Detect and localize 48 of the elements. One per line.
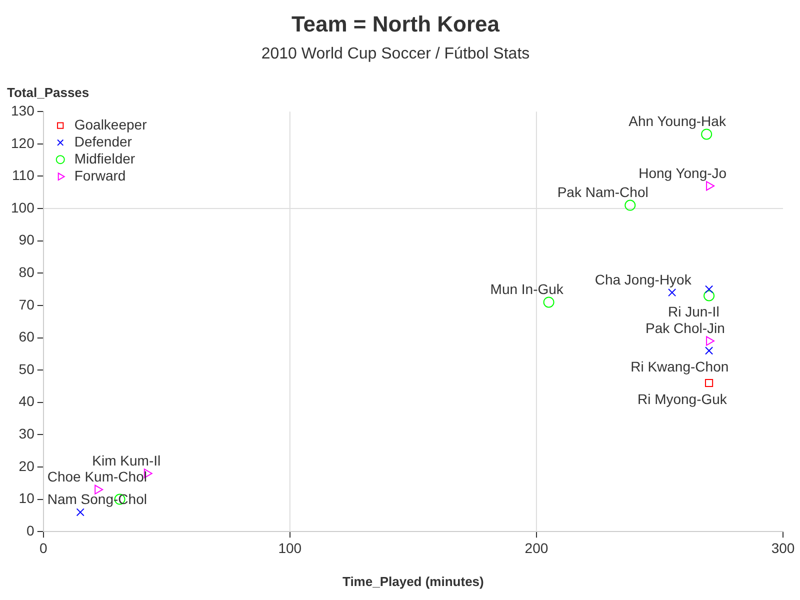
y-tick-label: 50 bbox=[18, 360, 35, 377]
point bbox=[706, 336, 715, 346]
y-tick-label: 10 bbox=[18, 490, 35, 506]
y-tick-label: 40 bbox=[18, 393, 35, 410]
legend-label: Goalkeeper bbox=[74, 116, 148, 132]
annotation: Ahn Young-Hak bbox=[628, 113, 727, 130]
x-tick-label: 0 bbox=[39, 540, 48, 556]
x-tick-label: 100 bbox=[278, 540, 302, 556]
point bbox=[668, 288, 676, 297]
y-tick-label: 70 bbox=[18, 296, 35, 312]
legend-label: Midfielder bbox=[74, 150, 136, 166]
y-tick-label: 100 bbox=[11, 199, 35, 216]
annotation: Ri Kwang-Chon bbox=[630, 358, 729, 375]
point bbox=[704, 290, 715, 302]
annotation: Ri Myong-Guk bbox=[637, 390, 728, 407]
y-tick-label: 0 bbox=[26, 522, 35, 538]
annotation: Pak Chol-Jin bbox=[646, 320, 725, 336]
y-tick-label: 30 bbox=[18, 426, 35, 442]
x-axis-title: Time_Played (minutes) bbox=[342, 574, 484, 589]
annotation: Mun In-Guk bbox=[490, 281, 564, 298]
annotation: Choe Kum-Chol bbox=[47, 468, 147, 484]
point bbox=[624, 200, 636, 211]
x-tick-label: 200 bbox=[524, 540, 548, 556]
annotation: Cha Jong-Hyok bbox=[594, 271, 692, 288]
point bbox=[543, 296, 554, 308]
point bbox=[705, 378, 714, 388]
x-tick-label: 300 bbox=[771, 540, 795, 556]
annotation: Pak Nam-Chol bbox=[557, 184, 648, 200]
point bbox=[76, 508, 84, 516]
annotation: Hong Yong-Jo bbox=[638, 164, 727, 181]
legend-label: Defender bbox=[74, 133, 132, 150]
point bbox=[705, 285, 714, 294]
y-tick-label: 130 bbox=[11, 102, 35, 118]
point bbox=[705, 346, 714, 355]
y-tick-label: 120 bbox=[11, 134, 35, 151]
y-tick-label: 90 bbox=[18, 232, 35, 248]
y-tick-label: 20 bbox=[18, 458, 35, 474]
y-tick-label: 60 bbox=[18, 328, 35, 345]
chart-title: Team = North Korea bbox=[291, 11, 500, 36]
y-tick-label: 80 bbox=[18, 264, 35, 280]
y-axis-title: Total_Passes bbox=[7, 85, 90, 100]
annotation: Kim Kum-Il bbox=[92, 452, 161, 468]
y-tick-label: 110 bbox=[12, 167, 35, 184]
point bbox=[701, 128, 712, 140]
chart-subtitle: 2010 World Cup Soccer / Fútbol Stats bbox=[261, 45, 530, 62]
legend-label: Forward bbox=[74, 167, 126, 184]
point bbox=[706, 181, 715, 191]
annotation: Ri Jun-Il bbox=[668, 304, 720, 320]
